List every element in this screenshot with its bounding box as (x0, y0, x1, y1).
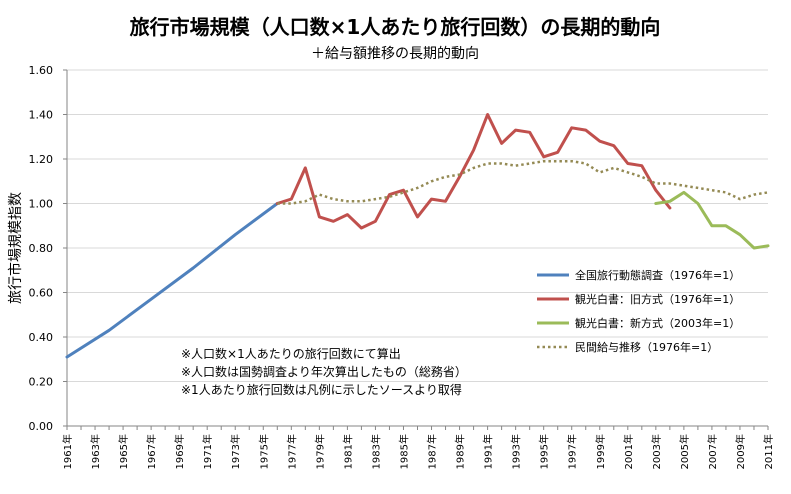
x-tick-label: 2007年 (706, 434, 719, 469)
x-tick-label: 1985年 (397, 434, 410, 469)
axes (63, 69, 769, 430)
x-tick-label: 1963年 (89, 434, 102, 469)
x-tick-label: 1969年 (173, 434, 186, 469)
x-tick-label: 1967年 (145, 434, 158, 469)
legend-label-3: 観光白書：新方式（2003年=1） (575, 316, 740, 330)
legend-label-2: 観光白書：旧方式（1976年=1） (575, 292, 740, 306)
y-tick-label: 1.40 (29, 109, 54, 122)
series-line-1 (65, 202, 279, 359)
y-tick-label: 1.60 (29, 64, 54, 77)
y-tick-labels: 0.00 0.20 0.40 0.60 0.80 1.00 1.20 1.40 1.60 (29, 64, 54, 433)
x-tick-label: 1977年 (285, 434, 298, 469)
y-axis-label: 旅行市場規模指数 (7, 192, 24, 304)
x-tick-label: 1991年 (482, 434, 495, 469)
series-line-2 (275, 113, 672, 230)
x-tick-label: 1975年 (257, 434, 270, 469)
x-tick-label: 1971年 (201, 434, 214, 469)
annotation-note: ※人口数は国勢調査より年次算出したもの（総務省） (181, 364, 467, 379)
x-tick-label: 2011年 (762, 434, 775, 469)
x-tick-label: 1997年 (566, 434, 579, 469)
x-tick-label: 2009年 (734, 434, 747, 469)
x-tick-label: 1981年 (341, 434, 354, 469)
series-line-3 (654, 190, 770, 250)
legend-label-4: 民間給与推移（1976年=1） (575, 340, 718, 354)
chart-title: 旅行市場規模（人口数×1人あたり旅行回数）の長期的動向 (130, 15, 661, 39)
chart-subtitle: ＋給与額推移の長期的動向 (311, 46, 479, 62)
x-tick-label: 1965年 (117, 434, 130, 469)
y-tick-label: 0.00 (29, 420, 54, 433)
y-tick-label: 1.20 (29, 153, 54, 166)
legend-label-1: 全国旅行動態調査（1976年=1） (575, 268, 740, 282)
x-tick-label: 2003年 (650, 434, 663, 469)
x-tick-label: 1973年 (229, 434, 242, 469)
y-tick-label: 0.20 (29, 376, 54, 389)
x-tick-label: 1961年 (61, 434, 74, 469)
annotations: ※人口数×1人あたりの旅行回数にて算出 ※人口数は国勢調査より年次算出したもの（総… (181, 346, 467, 397)
x-tick-labels: 1961年 1963年 1965年 1967年 1969年 1971年 1973年 1975年… (61, 434, 775, 469)
y-tick-label: 0.40 (29, 331, 54, 344)
annotation-note: ※人口数×1人あたりの旅行回数にて算出 (181, 346, 401, 361)
x-tick-label: 1989年 (454, 434, 467, 469)
x-tick-label: 1995年 (538, 434, 551, 469)
series-lines (65, 113, 770, 359)
x-tick-label: 1993年 (510, 434, 523, 469)
gridlines (67, 69, 768, 427)
x-tick-label: 1979年 (313, 434, 326, 469)
y-tick-label: 0.60 (29, 287, 54, 300)
series-line-4 (277, 159, 769, 205)
x-tick-label: 1987年 (426, 434, 439, 469)
annotation-note: ※1人あたり旅行回数は凡例に示したソースより取得 (181, 382, 462, 397)
y-tick-label: 1.00 (29, 198, 54, 211)
legend: 全国旅行動態調査（1976年=1） 観光白書：旧方式（1976年=1） 観光白書：新… (537, 268, 740, 354)
y-tick-label: 0.80 (29, 242, 54, 255)
x-tick-label: 2005年 (678, 434, 691, 469)
x-tick-label: 2001年 (622, 434, 635, 469)
x-tick-label: 1983年 (369, 434, 382, 469)
x-tick-label: 1999年 (594, 434, 607, 469)
